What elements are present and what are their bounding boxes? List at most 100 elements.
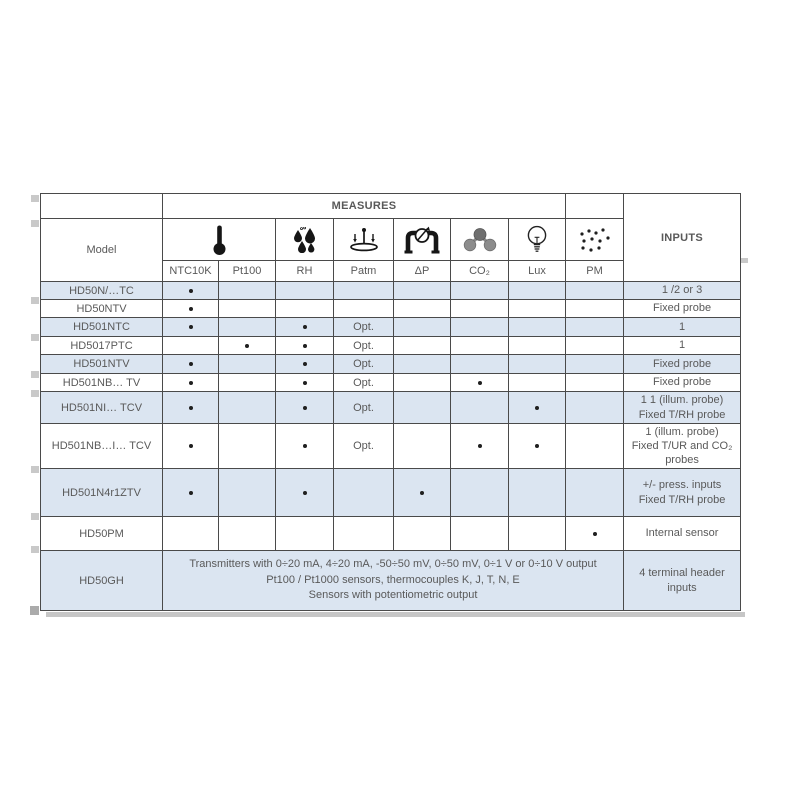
dot-mark: [420, 490, 424, 495]
pm-particles-icon: [565, 218, 625, 261]
measure-cell: [393, 391, 451, 424]
inputs-cell: 1 /2 or 3: [623, 281, 742, 300]
dot-cell: [450, 423, 509, 469]
dot-cell: [275, 354, 334, 374]
measure-cell: [275, 516, 334, 551]
measure-cell: [393, 354, 451, 374]
artifact-mark: [30, 606, 39, 615]
dot-mark: [302, 362, 307, 367]
inputs-cell: +/- press. inputs Fixed T/RH probe: [623, 468, 742, 517]
measure-cell: [393, 423, 451, 469]
measure-cell: [565, 299, 625, 318]
dot-cell: [275, 373, 334, 392]
table-row: HD5017PTC Opt. 1: [40, 336, 742, 355]
measure-cell: [450, 281, 509, 300]
measure-cell: [507, 468, 567, 517]
dot-mark: [302, 490, 307, 495]
column-label-pm: PM: [565, 260, 625, 282]
measure-cell: [565, 373, 625, 392]
model-cell: HD501NB… TV: [40, 373, 163, 392]
model-measures-table: MEASURES INPUTS Model: [40, 193, 742, 611]
measure-cell: [393, 336, 451, 355]
table-row: HD50PM Internal sensor: [40, 516, 742, 551]
measure-cell: [565, 354, 625, 374]
measure-cell: [162, 516, 219, 551]
artifact-mark: [741, 258, 748, 263]
thermometer-icon: [162, 218, 276, 261]
artifact-mark: [31, 371, 39, 378]
model-cell: HD501NI… TCV: [40, 391, 163, 424]
dot-cell: [162, 391, 219, 424]
inputs-cell: 1: [623, 336, 742, 355]
dot-mark: [477, 380, 482, 385]
dot-cell: [218, 336, 276, 355]
model-cell: HD50NTV: [40, 299, 163, 318]
measure-cell: [565, 281, 625, 300]
empty-corner-cell: [40, 193, 163, 219]
co2-molecule-icon: [450, 218, 509, 261]
measure-cell: [393, 516, 451, 551]
measure-cell: [333, 281, 394, 300]
measure-cell: [565, 423, 625, 469]
description-cell: Transmitters with 0÷20 mA, 4÷20 mA, -50÷…: [161, 550, 625, 611]
artifact-mark: [31, 297, 39, 304]
table-row: HD501NTV Opt. Fixed probe: [40, 354, 742, 374]
measure-cell: [450, 299, 509, 318]
empty-pm-top-cell: [565, 193, 625, 219]
dot-mark: [535, 444, 539, 449]
artifact-mark: [31, 334, 39, 341]
column-label-rh: RH: [275, 260, 334, 282]
measure-cell: [333, 468, 394, 517]
inputs-cell: Internal sensor: [623, 516, 742, 551]
measures-header: MEASURES: [161, 193, 567, 219]
measure-cell: [565, 336, 625, 355]
dot-mark: [302, 380, 307, 385]
dot-mark: [477, 444, 482, 449]
measure-cell: [275, 299, 334, 318]
measure-cell: [218, 317, 276, 337]
humidity-drops-icon: [275, 218, 334, 261]
artifact-mark: [31, 513, 39, 520]
table-row: HD501NB…I… TCV Opt. 1 (illum. probe) Fixed…: [40, 423, 742, 469]
option-cell: Opt.: [333, 373, 394, 392]
model-header: Model: [40, 218, 163, 282]
inputs-cell: 4 terminal header inputs: [623, 550, 742, 611]
measure-cell: [218, 516, 276, 551]
header-row-icons: Model: [40, 218, 741, 282]
dot-cell: [162, 468, 219, 517]
inputs-cell: Fixed probe: [623, 373, 742, 392]
measure-cell: [507, 299, 567, 318]
measure-cell: [450, 317, 509, 337]
lux-bulb-icon: [507, 218, 567, 261]
dot-cell: [162, 281, 219, 300]
model-cell: HD501NB…I… TCV: [40, 423, 163, 469]
dot-cell: [162, 299, 219, 318]
dot-cell: [507, 423, 567, 469]
table-row: HD501NI… TCV Opt. 1 1 (illum. probe) Fixed…: [40, 391, 742, 424]
measure-cell: [333, 516, 394, 551]
column-label-lux: Lux: [507, 260, 567, 282]
dot-cell: [275, 423, 334, 469]
measure-cell: [218, 281, 276, 300]
table-row: HD50N/…TC 1 /2 or 3: [40, 281, 742, 300]
table-row: HD50NTV Fixed probe: [40, 299, 742, 318]
dot-mark: [188, 490, 193, 495]
table-row: HD501N4r1ZTV +/- press. inputs Fixed T/RH…: [40, 468, 742, 517]
measure-cell: [450, 516, 509, 551]
column-label-patm: Patm: [333, 260, 394, 282]
dot-cell: [162, 317, 219, 337]
option-cell: Opt.: [333, 317, 394, 337]
dot-cell: [162, 354, 219, 374]
dot-mark: [188, 405, 193, 410]
option-cell: Opt.: [333, 336, 394, 355]
dot-cell: [162, 423, 219, 469]
dot-mark: [302, 405, 307, 410]
artifact-mark: [31, 546, 39, 553]
measure-cell: [218, 423, 276, 469]
differential-pressure-icon: [393, 218, 451, 261]
measure-cell: [218, 468, 276, 517]
option-cell: Opt.: [333, 354, 394, 374]
measure-cell: [218, 354, 276, 374]
dot-cell: [393, 468, 451, 517]
